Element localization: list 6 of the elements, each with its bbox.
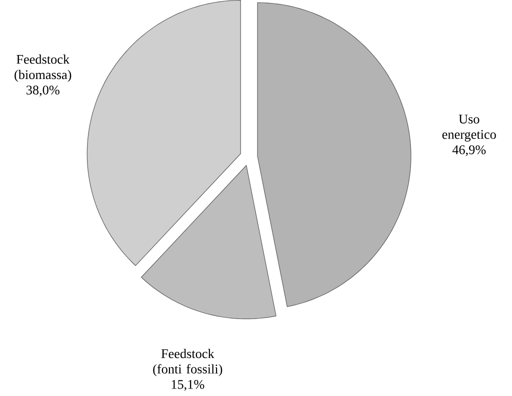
slice-label: Feedstock (fonti fossili) [153,349,222,376]
slice-label: Uso energetico [442,114,496,142]
data-label: 46,9% [452,146,486,156]
data-label: 15,1% [172,380,204,391]
slice-label: Feedstock (biomassa) [14,54,72,82]
data-label: 38,0% [26,86,60,97]
